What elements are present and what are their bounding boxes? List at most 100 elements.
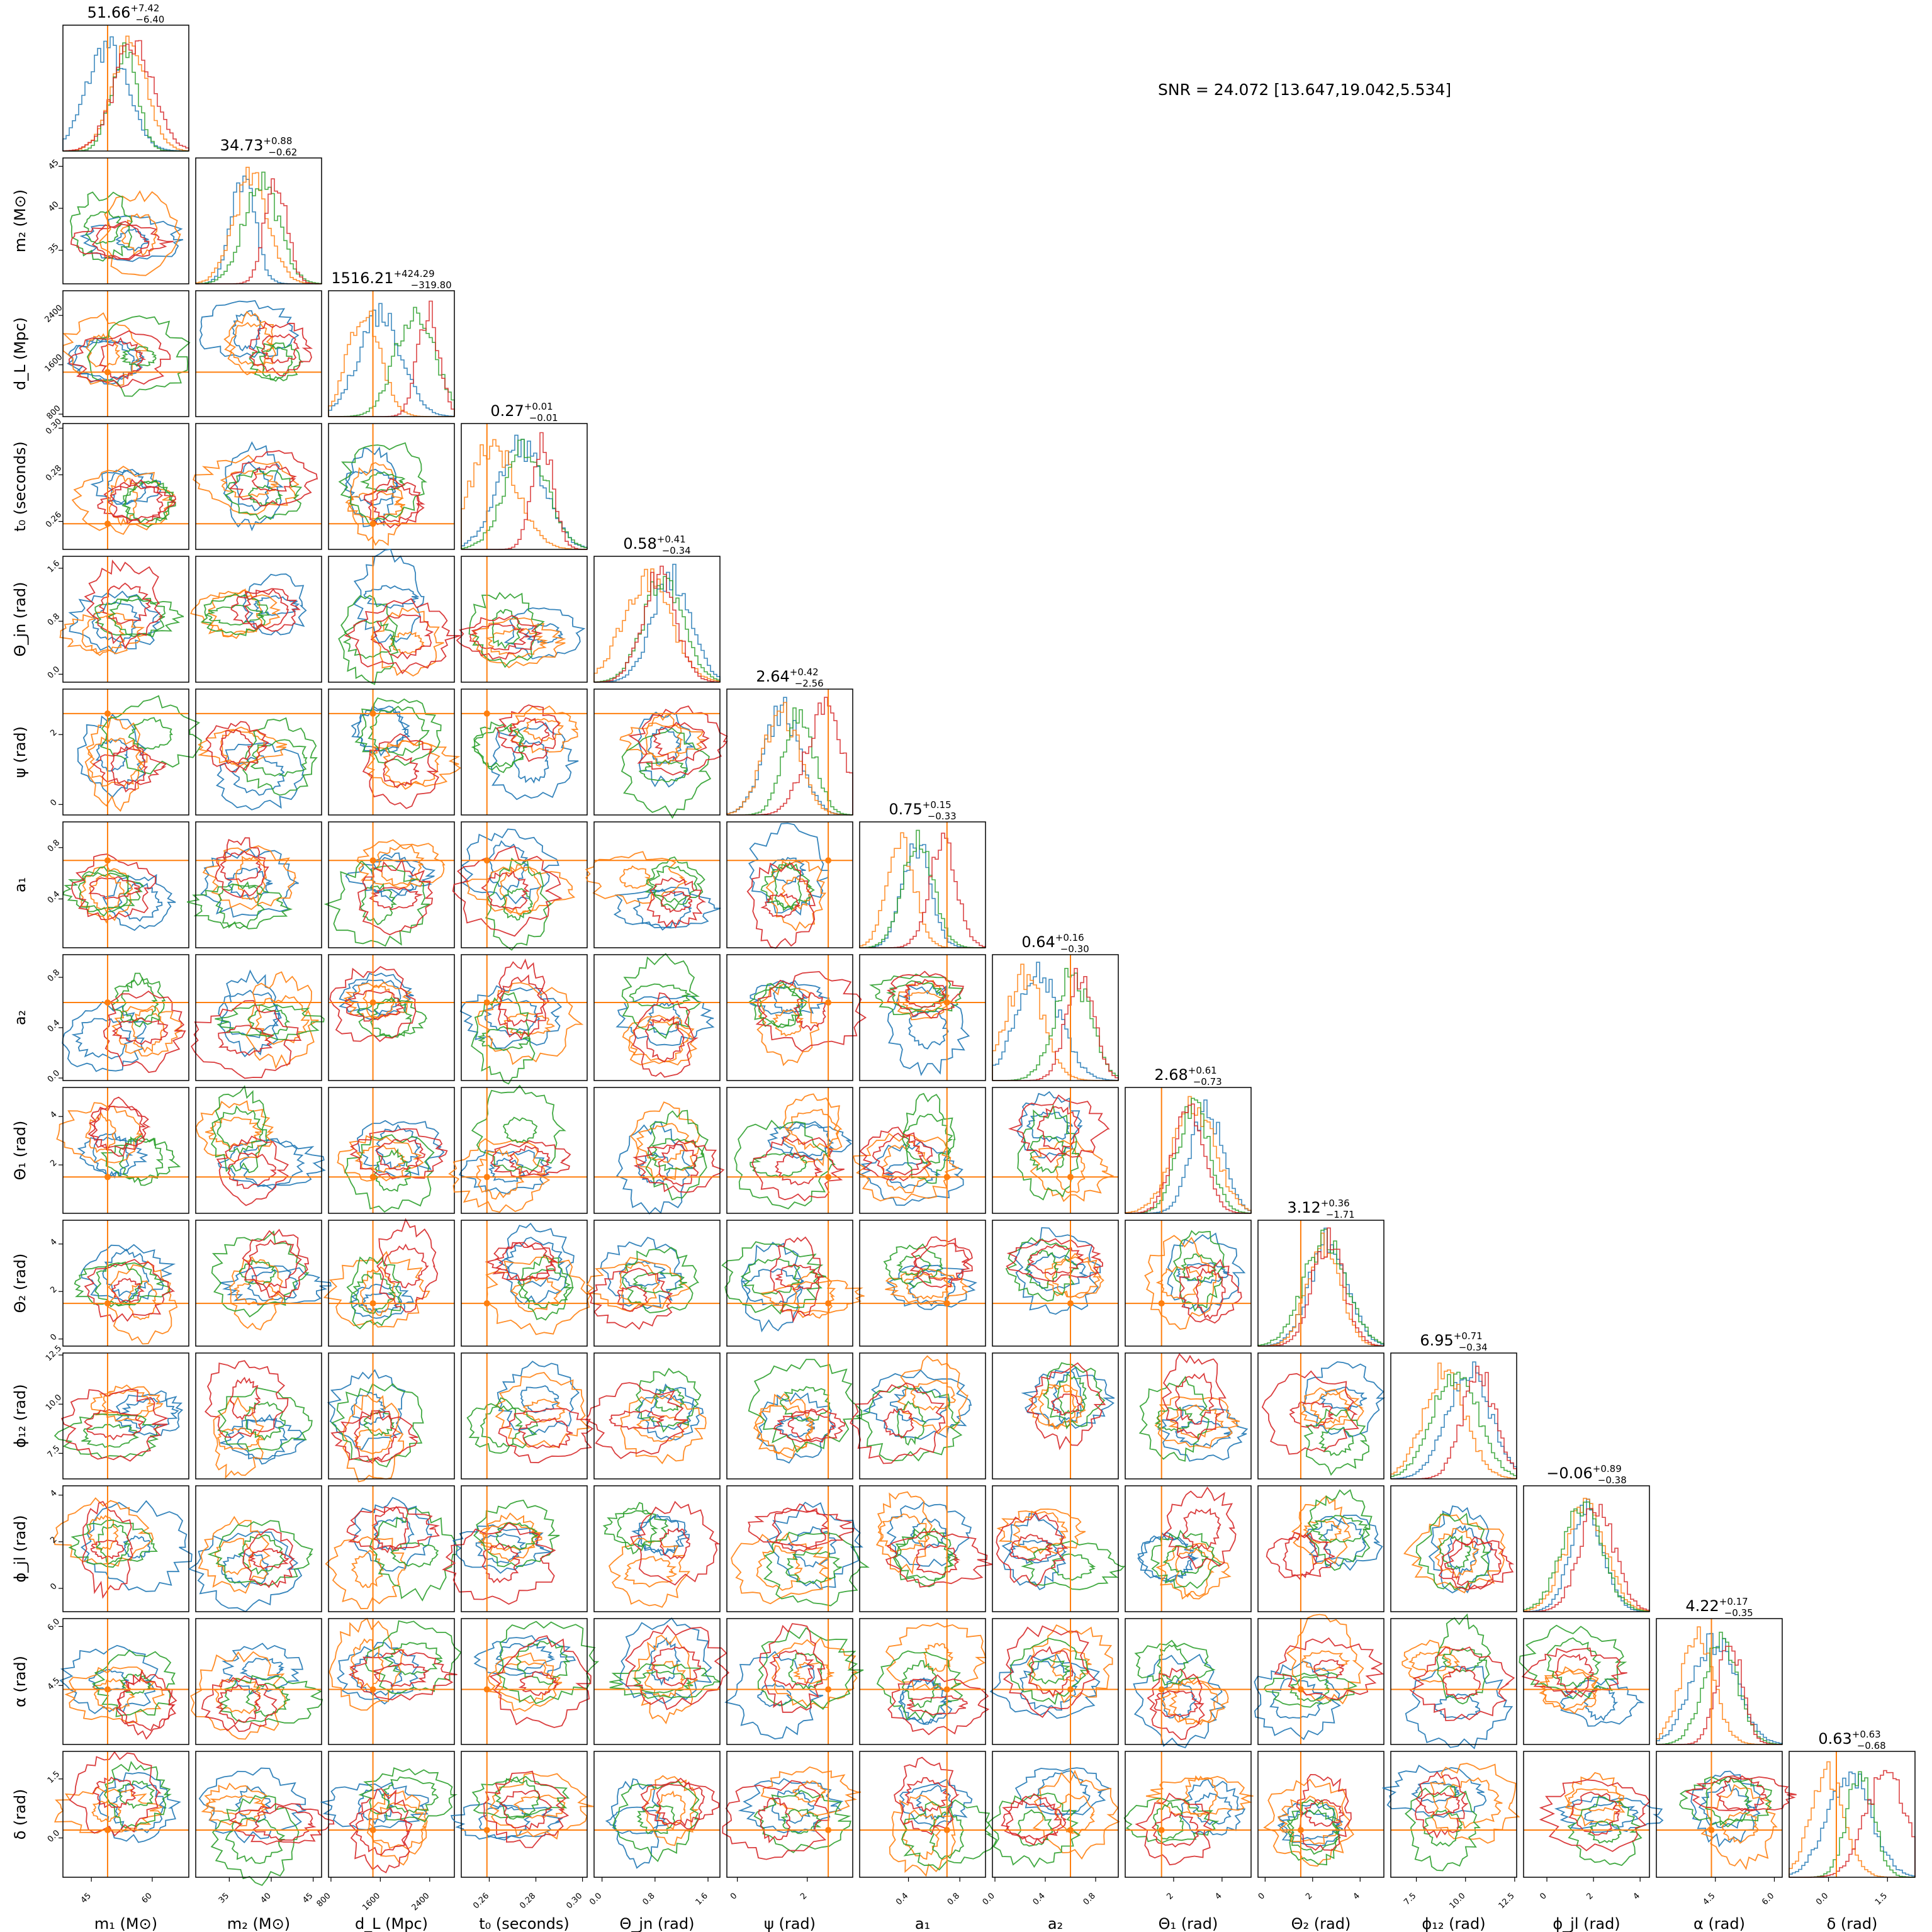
contour-theta2-a1-series-2-level-2 [904,1272,953,1300]
panel-a2-t0 [459,954,588,1085]
ytick-label-psi-0: 0 [48,798,59,808]
frame-t0-m2 [195,423,322,550]
yaxis-label-alpha: α (rad) [11,1656,29,1707]
panel-phi12-psi [726,1352,863,1480]
contour-phi12-m1-series-2-level-1 [90,1384,164,1422]
contour-theta1-m2-series-4-level-2 [227,1152,277,1189]
contour-delta-a2-series-1-level-1 [1014,1767,1111,1816]
truth-point-delta-a2 [1067,1827,1074,1833]
contour-phijl-a1-series-3-level-2 [892,1533,955,1581]
contour-phi12-a2-series-1-level-2 [1052,1370,1084,1423]
contour-a1-m2-series-1-level-1 [200,848,299,918]
contour-theta2-m2-series-1-level-2 [247,1269,298,1301]
contour-m2-m1-series-2-level-1 [99,190,181,276]
panel-theta2-thetajn [585,1220,721,1347]
summary-title-a1: 0.75+0.15 −0.33 [889,799,956,822]
frame-alpha-theta1 [1125,1618,1252,1745]
frame-alpha-a1 [859,1618,986,1745]
contour-phijl-m1-series-4-level-2 [90,1539,125,1559]
contour-psi-m2-series-1-level-1 [215,742,305,811]
frame-delta-m2 [195,1751,322,1878]
contour-theta2-dL-series-4-level-2 [383,1244,429,1289]
frame-phi12-theta2 [1257,1352,1384,1480]
contour-delta-phijl-series-3-level-2 [1587,1820,1622,1844]
contour-phijl-a2-series-4-level-1 [996,1511,1069,1587]
panel-m2-m2: 34.73+0.88 −0.62 [195,135,322,284]
panel-theta1-psi [726,1087,853,1214]
summary-minus-phijl: −0.38 [1598,1474,1627,1486]
panel-theta1-a1 [853,1087,986,1214]
yaxis-label-theta2: Θ₂ (rad) [11,1254,29,1313]
contour-theta1-m1-series-3-level-2 [118,1135,164,1186]
contour-a1-thetajn-series-1-level-1 [613,887,721,929]
contour-phijl-m2-series-4-level-2 [247,1548,290,1570]
contour-theta2-thetajn-series-3-level-1 [622,1247,700,1313]
contour-theta1-m2-series-1-level-2 [239,1138,305,1191]
panel-thetajn-t0 [456,556,588,683]
xtick-label-theta1-1: 4 [1213,1891,1223,1901]
panel-phijl-t0 [442,1485,588,1612]
contour-delta-thetajn-series-2-level-1 [643,1775,700,1846]
panel-delta-phijl: 0 2 4 ϕ_jl (rad) [1523,1751,1664,1932]
summary-title-delta: 0.63+0.63 −0.68 [1818,1729,1885,1751]
contour-delta-m2-series-3-level-2 [225,1817,286,1864]
frame-dL-m2 [195,290,322,417]
panel-phijl-m1: 0 2 4 ϕ_jl (rad) [11,1485,193,1612]
panel-delta-alpha: 4.5 6.0 α (rad) [1656,1751,1797,1932]
contour-t0-m1-series-3-level-2 [124,479,176,528]
contour-phi12-m1-series-3-level-2 [81,1424,140,1448]
summary-plus-thetajn: +0.41 [657,534,686,545]
contour-phi12-m2-series-4-level-1 [205,1360,289,1438]
frame-theta2-m2 [195,1220,322,1347]
panel-phi12-thetajn [585,1352,721,1480]
frame-theta2-dL [328,1220,455,1347]
contour-alpha-m1-series-1-level-2 [88,1669,129,1692]
contour-psi-thetajn-series-3-level-1 [621,727,712,819]
contour-phi12-m2-series-1-level-1 [218,1418,308,1460]
contour-phijl-thetajn-series-3-level-1 [602,1510,669,1547]
contour-dL-m2-series-4-level-1 [249,322,313,376]
contour-theta2-thetajn-series-3-level-2 [632,1271,687,1294]
panel-alpha-m1: 4.5 6.0 α (rad) [11,1617,189,1745]
summary-title-phijl: −0.06+0.89 −0.38 [1546,1463,1626,1486]
contour-theta1-m2-series-2-level-2 [205,1116,262,1148]
panel-phijl-thetajn [593,1485,721,1612]
contour-phijl-m2-series-3-level-1 [207,1520,313,1587]
frame-theta1-theta1 [1125,1087,1252,1214]
contour-phijl-a2-series-1-level-1 [1001,1512,1067,1590]
summary-median-dL: 1516.21 [331,269,393,287]
contour-phi12-t0-series-1-level-1 [497,1361,580,1435]
summary-title-t0: 0.27+0.01 −0.01 [490,401,558,424]
contour-alpha-theta1-series-4-level-2 [1154,1690,1203,1717]
panel-theta2-theta1 [1125,1220,1252,1347]
xtick-label-thetajn-2: 1.6 [694,1891,710,1907]
frame-theta2-psi [726,1220,853,1347]
summary-median-phijl: −0.06 [1546,1464,1593,1482]
contour-theta2-psi-series-1-level-1 [741,1242,804,1333]
contour-delta-dL-series-2-level-2 [368,1802,427,1850]
xaxis-label-theta1: Θ₁ (rad) [1159,1915,1218,1932]
contour-thetajn-m1-series-3-level-2 [107,595,166,637]
contour-a2-dL-series-4-level-2 [344,989,405,1022]
truth-point-theta1-a1 [943,1174,950,1181]
contour-theta2-theta1-series-1-level-2 [1176,1262,1230,1284]
contour-thetajn-dL-series-2-level-1 [371,607,444,677]
hist-alpha-series-3 [1656,1631,1783,1745]
contour-a1-thetajn-series-3-level-1 [644,856,705,911]
contour-theta2-theta1-series-2-level-1 [1144,1235,1217,1330]
contour-a2-thetajn-series-2-level-1 [622,1014,698,1066]
contour-alpha-theta2-series-1-level-1 [1254,1660,1341,1741]
contour-phijl-psi-series-3-level-2 [785,1551,842,1585]
panel-delta-thetajn: 0.0 0.8 1.6 Θ_jn (rad) [588,1751,721,1932]
contour-theta1-m1-series-1-level-2 [93,1132,133,1179]
contour-phijl-a1-series-1-level-2 [909,1517,950,1548]
contour-theta2-dL-series-3-level-2 [352,1272,396,1315]
contour-phi12-a1-series-2-level-1 [897,1355,969,1435]
contour-theta2-m2-series-4-level-2 [247,1239,302,1289]
contour-delta-a2-series-4-level-2 [1006,1793,1062,1846]
panel-theta2-dL [323,1218,455,1347]
contour-theta1-m2-series-2-level-1 [195,1100,274,1163]
contour-phijl-t0-series-1-level-2 [475,1533,526,1564]
contour-alpha-theta1-series-1-level-1 [1133,1653,1227,1749]
contour-theta2-m1-series-1-level-1 [81,1244,176,1304]
